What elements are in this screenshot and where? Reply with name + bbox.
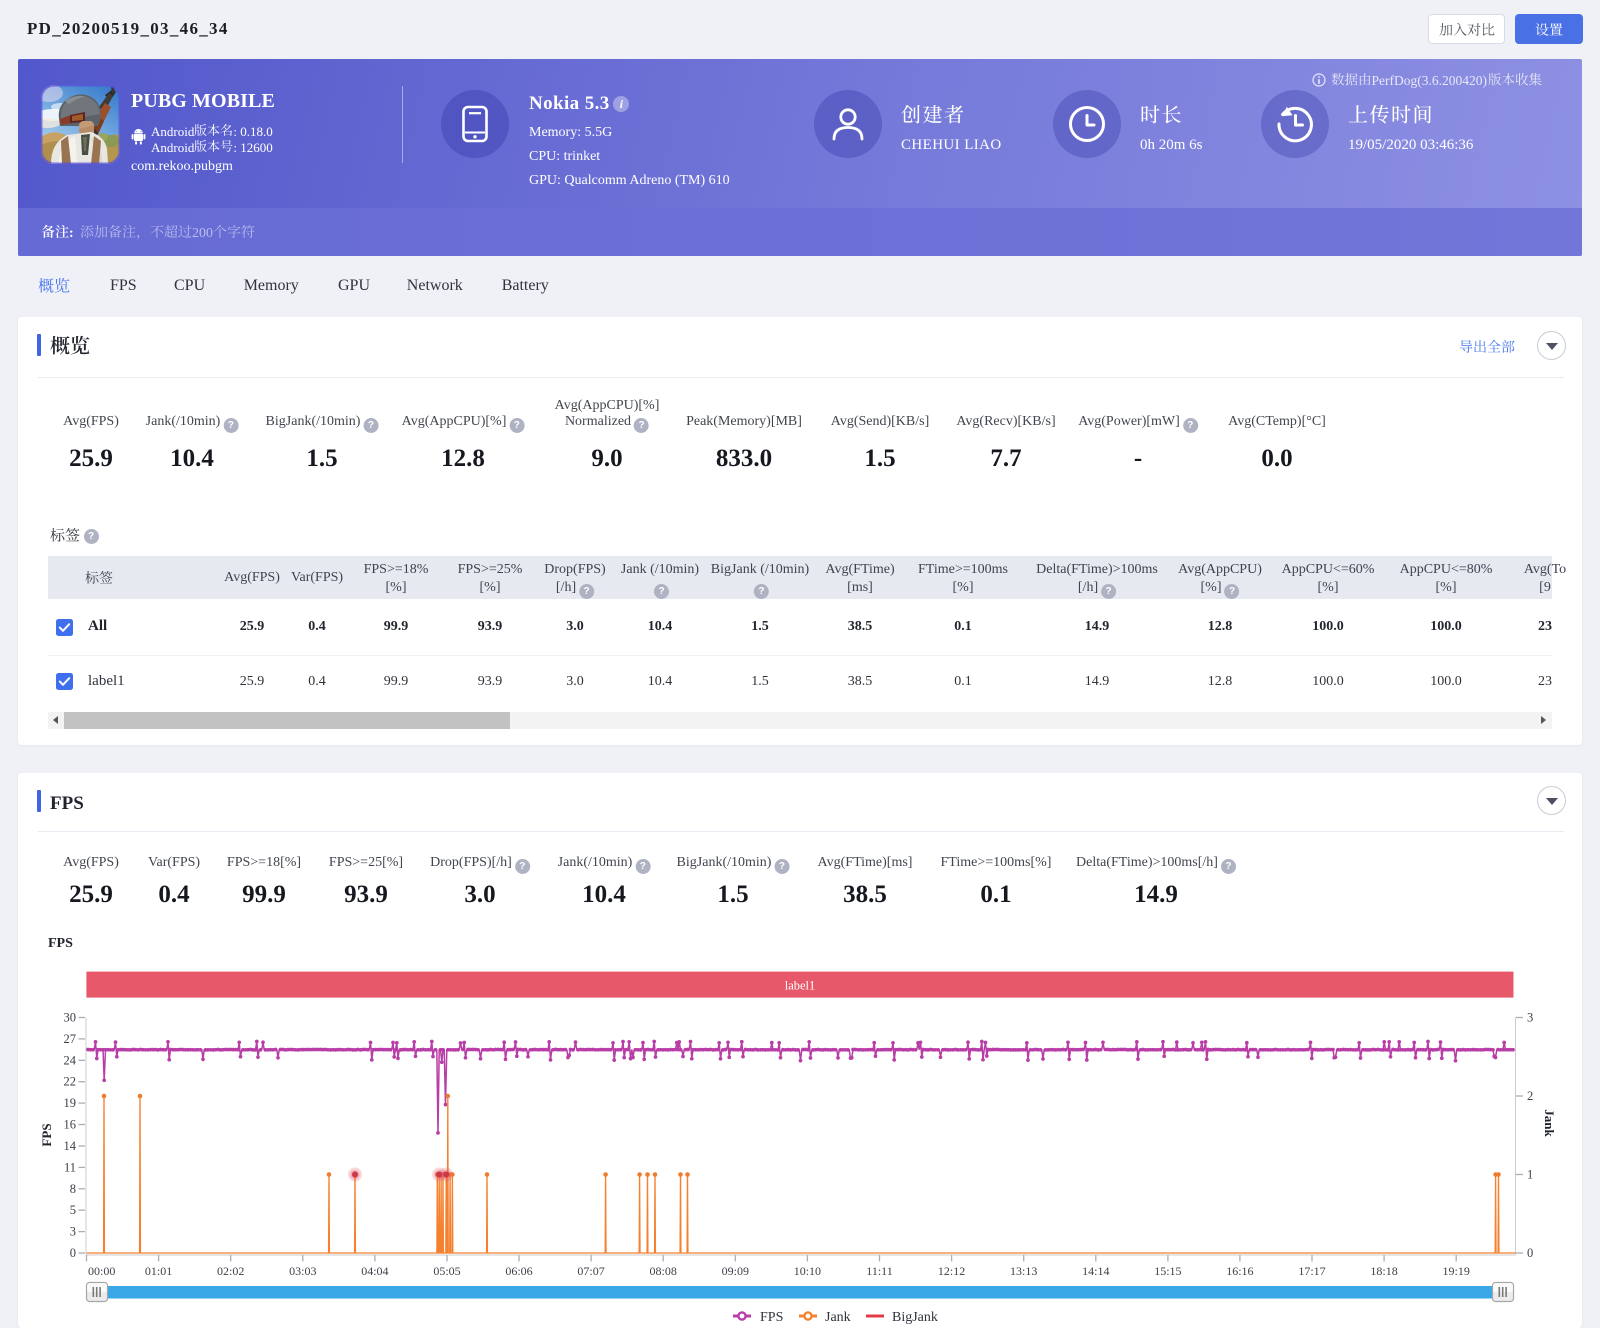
svg-text:01:01: 01:01 (145, 1264, 172, 1278)
svg-text:24: 24 (64, 1053, 77, 1067)
svg-text:8: 8 (70, 1182, 76, 1196)
svg-text:i: i (620, 99, 624, 111)
svg-text:19:19: 19:19 (1443, 1264, 1470, 1278)
svg-text:Jank: Jank (1542, 1109, 1557, 1137)
svg-text:02:02: 02:02 (217, 1264, 244, 1278)
svg-text:30: 30 (64, 1011, 77, 1025)
svg-text:14:14: 14:14 (1082, 1264, 1109, 1278)
svg-text:3: 3 (1527, 1011, 1533, 1025)
svg-text:2: 2 (1527, 1089, 1533, 1103)
svg-text:27: 27 (64, 1032, 77, 1046)
svg-text:11:11: 11:11 (866, 1264, 892, 1278)
svg-text:BigJank: BigJank (892, 1310, 938, 1325)
svg-text:07:07: 07:07 (577, 1264, 604, 1278)
svg-text:11: 11 (64, 1160, 76, 1174)
svg-text:FPS: FPS (760, 1310, 783, 1325)
svg-text:14: 14 (64, 1139, 77, 1153)
svg-text:16: 16 (64, 1118, 77, 1132)
svg-text:06:06: 06:06 (505, 1264, 532, 1278)
svg-text:Jank: Jank (825, 1310, 851, 1325)
svg-text:15:15: 15:15 (1154, 1264, 1181, 1278)
svg-text:5: 5 (70, 1203, 76, 1217)
svg-text:16:16: 16:16 (1226, 1264, 1253, 1278)
svg-text:22: 22 (64, 1075, 77, 1089)
svg-text:13:13: 13:13 (1010, 1264, 1037, 1278)
svg-text:label1: label1 (785, 979, 816, 993)
svg-text:0: 0 (70, 1246, 76, 1260)
svg-text:12:12: 12:12 (938, 1264, 965, 1278)
svg-text:18:18: 18:18 (1370, 1264, 1397, 1278)
svg-text:19: 19 (64, 1096, 77, 1110)
svg-text:1: 1 (1527, 1168, 1533, 1182)
svg-text:09:09: 09:09 (722, 1264, 749, 1278)
svg-text:03:03: 03:03 (289, 1264, 316, 1278)
svg-text:08:08: 08:08 (650, 1264, 677, 1278)
svg-text:00:00: 00:00 (88, 1264, 115, 1278)
svg-text:FPS: FPS (39, 1123, 54, 1146)
svg-text:17:17: 17:17 (1298, 1264, 1325, 1278)
svg-text:0: 0 (1527, 1246, 1533, 1260)
svg-text:05:05: 05:05 (433, 1264, 460, 1278)
svg-text:10:10: 10:10 (794, 1264, 821, 1278)
svg-text:3: 3 (70, 1225, 76, 1239)
svg-text:04:04: 04:04 (361, 1264, 388, 1278)
